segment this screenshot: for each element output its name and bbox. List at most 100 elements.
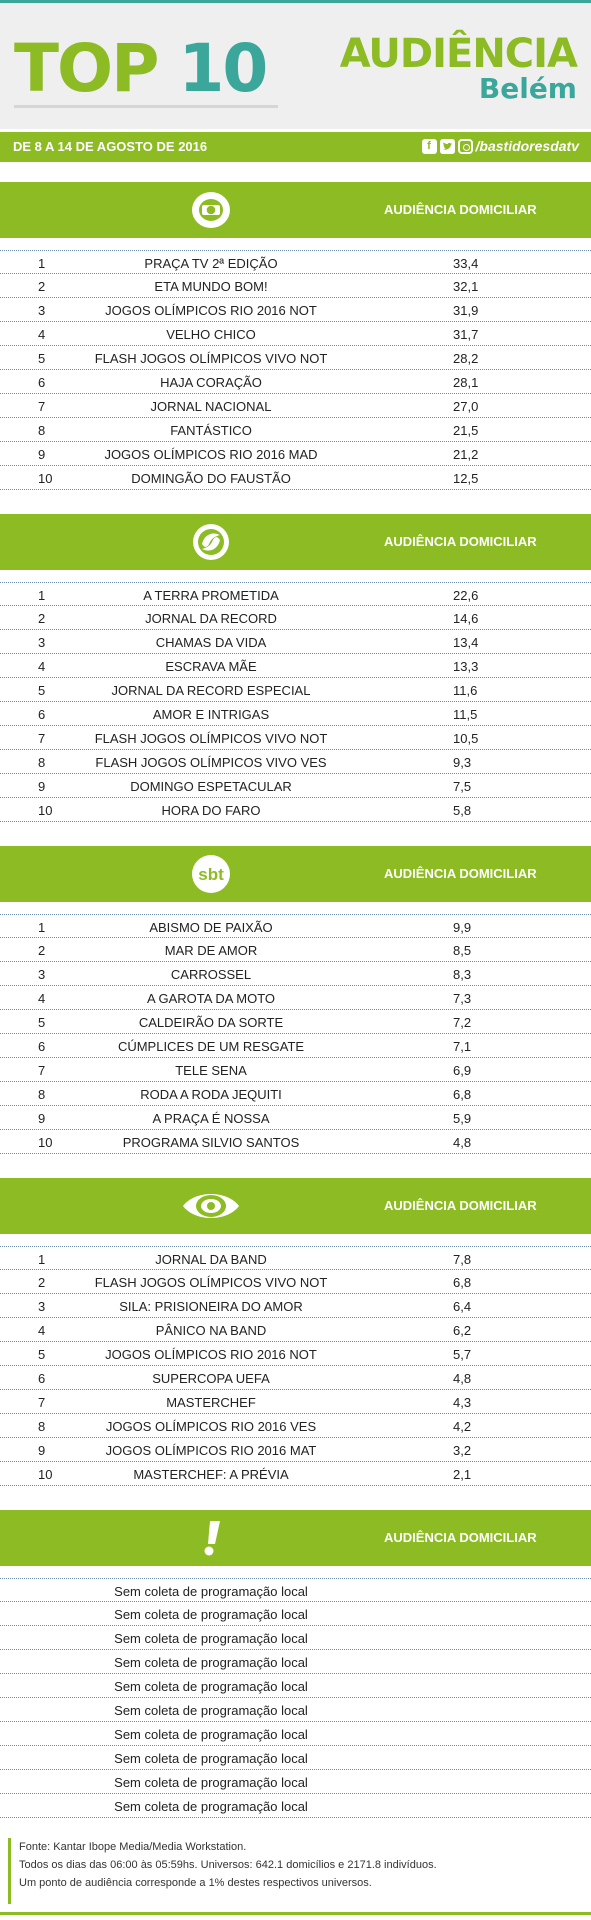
no-data-cell: Sem coleta de programação local [114,1655,308,1670]
table-row: Sem coleta de programação local [0,1626,591,1650]
rank-cell: 2 [38,611,46,626]
facebook-icon[interactable]: f [421,138,437,154]
section-header: AUDIÊNCIA DOMICILIAR [0,514,591,570]
program-cell: A PRAÇA É NOSSA [152,1111,270,1126]
rank-cell: 8 [38,1419,46,1434]
program-cell: JORNAL DA RECORD ESPECIAL [111,683,311,698]
program-cell: FLASH JOGOS OLÍMPICOS VIVO NOT [94,1275,328,1290]
sbt-logo-icon: sbt [192,855,230,893]
program-cell: FLASH JOGOS OLÍMPICOS VIVO VES [95,755,327,770]
table-row: 10 PROGRAMA SILVIO SANTOS 4,8 [0,1130,591,1154]
rank-cell: 5 [38,683,46,698]
section-header: AUDIÊNCIA DOMICILIAR [0,182,591,238]
no-data-cell: Sem coleta de programação local [114,1703,308,1718]
rank-cell: 4 [38,327,46,342]
table-row: 8 RODA A RODA JEQUITI 6,8 [0,1082,591,1106]
value-cell: 11,5 [453,707,478,722]
rank-cell: 3 [38,967,46,982]
value-cell: 4,2 [453,1419,472,1434]
rank-cell: 9 [38,779,46,794]
program-cell: CHAMAS DA VIDA [155,635,267,650]
program-cell: HORA DO FARO [161,803,261,818]
rank-cell: 6 [38,1371,46,1386]
program-cell: CARROSSEL [170,967,252,982]
table-row: Sem coleta de programação local [0,1794,591,1818]
table-row: 5 JORNAL DA RECORD ESPECIAL 11,6 [0,678,591,702]
program-cell: JOGOS OLÍMPICOS RIO 2016 MAT [105,1443,317,1458]
table-row: Sem coleta de programação local [0,1770,591,1794]
program-cell: PRAÇA TV 2ª EDIÇÃO [144,256,278,271]
instagram-icon[interactable] [457,138,473,154]
table-row: 1 JORNAL DA BAND 7,8 [0,1246,591,1270]
section-header: sbt AUDIÊNCIA DOMICILIAR [0,846,591,902]
rank-cell: 5 [38,1015,46,1030]
table-row: 4 VELHO CHICO 31,7 [0,322,591,346]
value-cell: 32,1 [453,279,479,294]
value-cell: 4,8 [453,1135,472,1150]
rank-cell: 6 [38,707,46,722]
rank-cell: 10 [38,1467,53,1482]
value-cell: 28,1 [453,375,479,390]
value-cell: 27,0 [453,399,479,414]
table-row: 6 SUPERCOPA UEFA 4,8 [0,1366,591,1390]
program-cell: PÂNICO NA BAND [155,1323,267,1338]
column-label: AUDIÊNCIA DOMICILIAR [384,1198,537,1213]
header-banner: TOP 10 AUDIÊNCIA Belém [0,3,591,129]
value-cell: 8,3 [453,967,472,982]
program-cell: JORNAL NACIONAL [150,399,272,414]
footer-universe: Todos os dias das 06:00 às 05:59hs. Univ… [19,1859,437,1871]
table-row: 9 JOGOS OLÍMPICOS RIO 2016 MAD 21,2 [0,442,591,466]
table-row: 4 ESCRAVA MÃE 13,3 [0,654,591,678]
program-cell: ESCRAVA MÃE [165,659,257,674]
table-row: 6 CÚMPLICES DE UM RESGATE 7,1 [0,1034,591,1058]
program-cell: JOGOS OLÍMPICOS RIO 2016 MAD [104,447,318,462]
value-cell: 31,9 [453,303,479,318]
rank-cell: 7 [38,731,46,746]
table-row: 5 FLASH JOGOS OLÍMPICOS VIVO NOT 28,2 [0,346,591,370]
social-links: f /bastidoresdatv [421,138,579,154]
rank-cell: 8 [38,423,46,438]
rank-cell: 6 [38,1039,46,1054]
rank-cell: 10 [38,803,53,818]
record-logo-icon [193,524,229,560]
table-row: 6 AMOR E INTRIGAS 11,5 [0,702,591,726]
rank-cell: 7 [38,1063,46,1078]
table-row: 3 CHAMAS DA VIDA 13,4 [0,630,591,654]
value-cell: 5,8 [453,803,472,818]
value-cell: 7,8 [453,1252,472,1267]
value-cell: 10,5 [453,731,479,746]
program-cell: TELE SENA [175,1063,247,1078]
rank-cell: 7 [38,399,46,414]
value-cell: 3,2 [453,1443,472,1458]
ranking-table: 1 PRAÇA TV 2ª EDIÇÃO 33,4 2 ETA MUNDO BOM! 32… [0,250,591,490]
program-cell: JOGOS OLÍMPICOS RIO 2016 NOT [105,1347,317,1362]
rank-cell: 9 [38,1111,46,1126]
program-cell: MASTERCHEF: A PRÉVIA [133,1467,289,1482]
title-ten: 10 [178,30,268,107]
value-cell: 6,4 [453,1299,472,1314]
table-row: 9 A PRAÇA É NOSSA 5,9 [0,1106,591,1130]
table-row: 5 JOGOS OLÍMPICOS RIO 2016 NOT 5,7 [0,1342,591,1366]
program-cell: JORNAL DA RECORD [145,611,277,626]
value-cell: 13,3 [453,659,479,674]
program-cell: MASTERCHEF [166,1395,256,1410]
bottom-accent-line [0,1912,591,1915]
rank-cell: 4 [38,659,46,674]
value-cell: 28,2 [453,351,479,366]
program-cell: SILA: PRISIONEIRA DO AMOR [119,1299,303,1314]
social-handle[interactable]: /bastidoresdatv [475,138,579,154]
value-cell: 7,5 [453,779,472,794]
twitter-icon[interactable] [439,138,455,154]
no-data-cell: Sem coleta de programação local [114,1679,308,1694]
value-cell: 12,5 [453,471,479,486]
table-row: 7 MASTERCHEF 4,3 [0,1390,591,1414]
ranking-table: 1 ABISMO DE PAIXÃO 9,9 2 MAR DE AMOR 8,5 3 CARR… [0,914,591,1154]
value-cell: 6,8 [453,1087,472,1102]
page-title: TOP 10 [14,30,268,107]
table-row: 6 HAJA CORAÇÃO 28,1 [0,370,591,394]
program-cell: JOGOS OLÍMPICOS RIO 2016 NOT [105,303,317,318]
program-cell: VELHO CHICO [166,327,256,342]
rank-cell: 3 [38,635,46,650]
table-row: 9 DOMINGO ESPETACULAR 7,5 [0,774,591,798]
rank-cell: 10 [38,471,53,486]
